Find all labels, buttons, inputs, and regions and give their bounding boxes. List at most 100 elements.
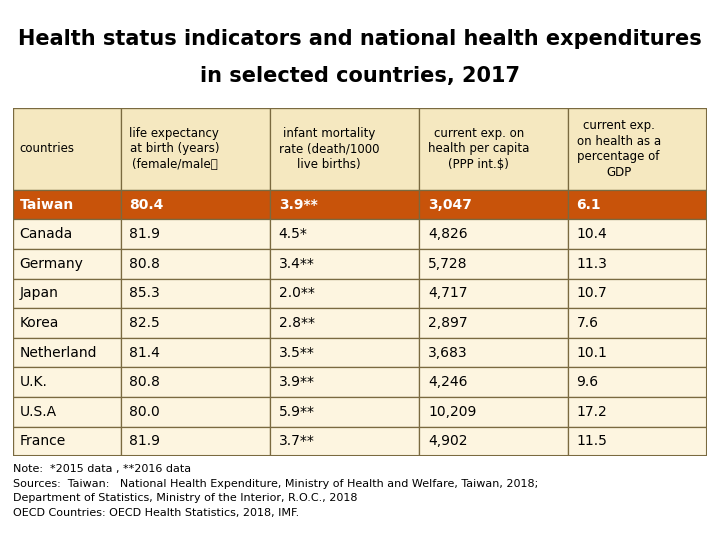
Bar [568,368,707,397]
Bar [419,108,568,190]
Text: Canada: Canada [19,227,73,241]
Bar [120,190,270,219]
Text: France: France [19,435,66,449]
Bar [13,190,120,219]
Text: 4,246: 4,246 [428,375,467,389]
Bar [13,249,120,279]
Text: 5,728: 5,728 [428,257,467,271]
Text: 9.6: 9.6 [577,375,598,389]
Text: 4,826: 4,826 [428,227,467,241]
Text: 80.8: 80.8 [130,257,161,271]
Text: 82.5: 82.5 [130,316,161,330]
Bar [270,427,419,456]
Text: Health status indicators and national health expenditures: Health status indicators and national he… [18,29,702,49]
Text: 6.1: 6.1 [577,198,601,212]
Bar [13,308,120,338]
Bar [419,190,568,219]
Text: 10.1: 10.1 [577,346,608,360]
Bar [270,190,419,219]
Text: 85.3: 85.3 [130,286,161,300]
Bar [568,190,707,219]
Text: 80.8: 80.8 [130,375,161,389]
Bar [270,397,419,427]
Text: 2,897: 2,897 [428,316,467,330]
Text: 17.2: 17.2 [577,405,607,419]
Bar [568,219,707,249]
Bar [120,397,270,427]
Text: 4.5*: 4.5* [279,227,307,241]
Text: 11.5: 11.5 [577,435,608,449]
Bar [419,427,568,456]
Bar [270,279,419,308]
Text: 5.9**: 5.9** [279,405,315,419]
Bar [120,368,270,397]
Bar [13,279,120,308]
Text: 3.5**: 3.5** [279,346,315,360]
Text: 3.7**: 3.7** [279,435,315,449]
Text: infant mortality
rate (death/1000
live births): infant mortality rate (death/1000 live b… [279,127,379,171]
Bar [13,427,120,456]
Bar [568,427,707,456]
Text: Korea: Korea [19,316,59,330]
Bar [120,279,270,308]
Bar [13,368,120,397]
Bar [13,219,120,249]
Bar [568,279,707,308]
Text: 4,717: 4,717 [428,286,467,300]
Bar [568,108,707,190]
Text: U.K.: U.K. [19,375,48,389]
Text: 10,209: 10,209 [428,405,477,419]
Bar [568,397,707,427]
Bar [419,397,568,427]
Text: 3.9**: 3.9** [279,198,318,212]
Bar [13,338,120,368]
Text: Netherland: Netherland [19,346,97,360]
Bar [120,427,270,456]
Text: 80.4: 80.4 [130,198,164,212]
Text: 2.8**: 2.8** [279,316,315,330]
Text: 3,047: 3,047 [428,198,472,212]
Text: 3.9**: 3.9** [279,375,315,389]
Text: 81.9: 81.9 [130,227,161,241]
Bar [419,338,568,368]
Text: current exp. on
health per capita
(PPP int.$): current exp. on health per capita (PPP i… [428,127,529,171]
Bar [120,308,270,338]
Text: U.S.A: U.S.A [19,405,57,419]
Text: Germany: Germany [19,257,84,271]
Bar [270,108,419,190]
Bar [13,108,120,190]
Bar [120,219,270,249]
Text: 3.4**: 3.4** [279,257,315,271]
Text: 81.4: 81.4 [130,346,161,360]
Text: in selected countries, 2017: in selected countries, 2017 [200,66,520,86]
Bar [270,308,419,338]
Bar [419,368,568,397]
Text: countries: countries [19,143,74,156]
Bar [120,249,270,279]
Bar [270,219,419,249]
Bar [270,338,419,368]
Bar [120,108,270,190]
Text: current exp.
on health as a
percentage of
GDP: current exp. on health as a percentage o… [577,119,661,179]
Text: 80.0: 80.0 [130,405,161,419]
Bar [419,249,568,279]
Bar [568,338,707,368]
Text: Japan: Japan [19,286,58,300]
Text: 7.6: 7.6 [577,316,598,330]
Bar [270,368,419,397]
Text: 81.9: 81.9 [130,435,161,449]
Bar [13,397,120,427]
Bar [419,279,568,308]
Text: 11.3: 11.3 [577,257,608,271]
Bar [568,249,707,279]
Bar [419,219,568,249]
Text: 4,902: 4,902 [428,435,467,449]
Bar [270,249,419,279]
Text: 10.7: 10.7 [577,286,607,300]
Text: 10.4: 10.4 [577,227,607,241]
Bar [120,338,270,368]
Bar [568,308,707,338]
Text: life expectancy
at birth (years)
(female/male）: life expectancy at birth (years) (female… [130,127,220,171]
Text: 2.0**: 2.0** [279,286,315,300]
Text: Taiwan: Taiwan [19,198,73,212]
